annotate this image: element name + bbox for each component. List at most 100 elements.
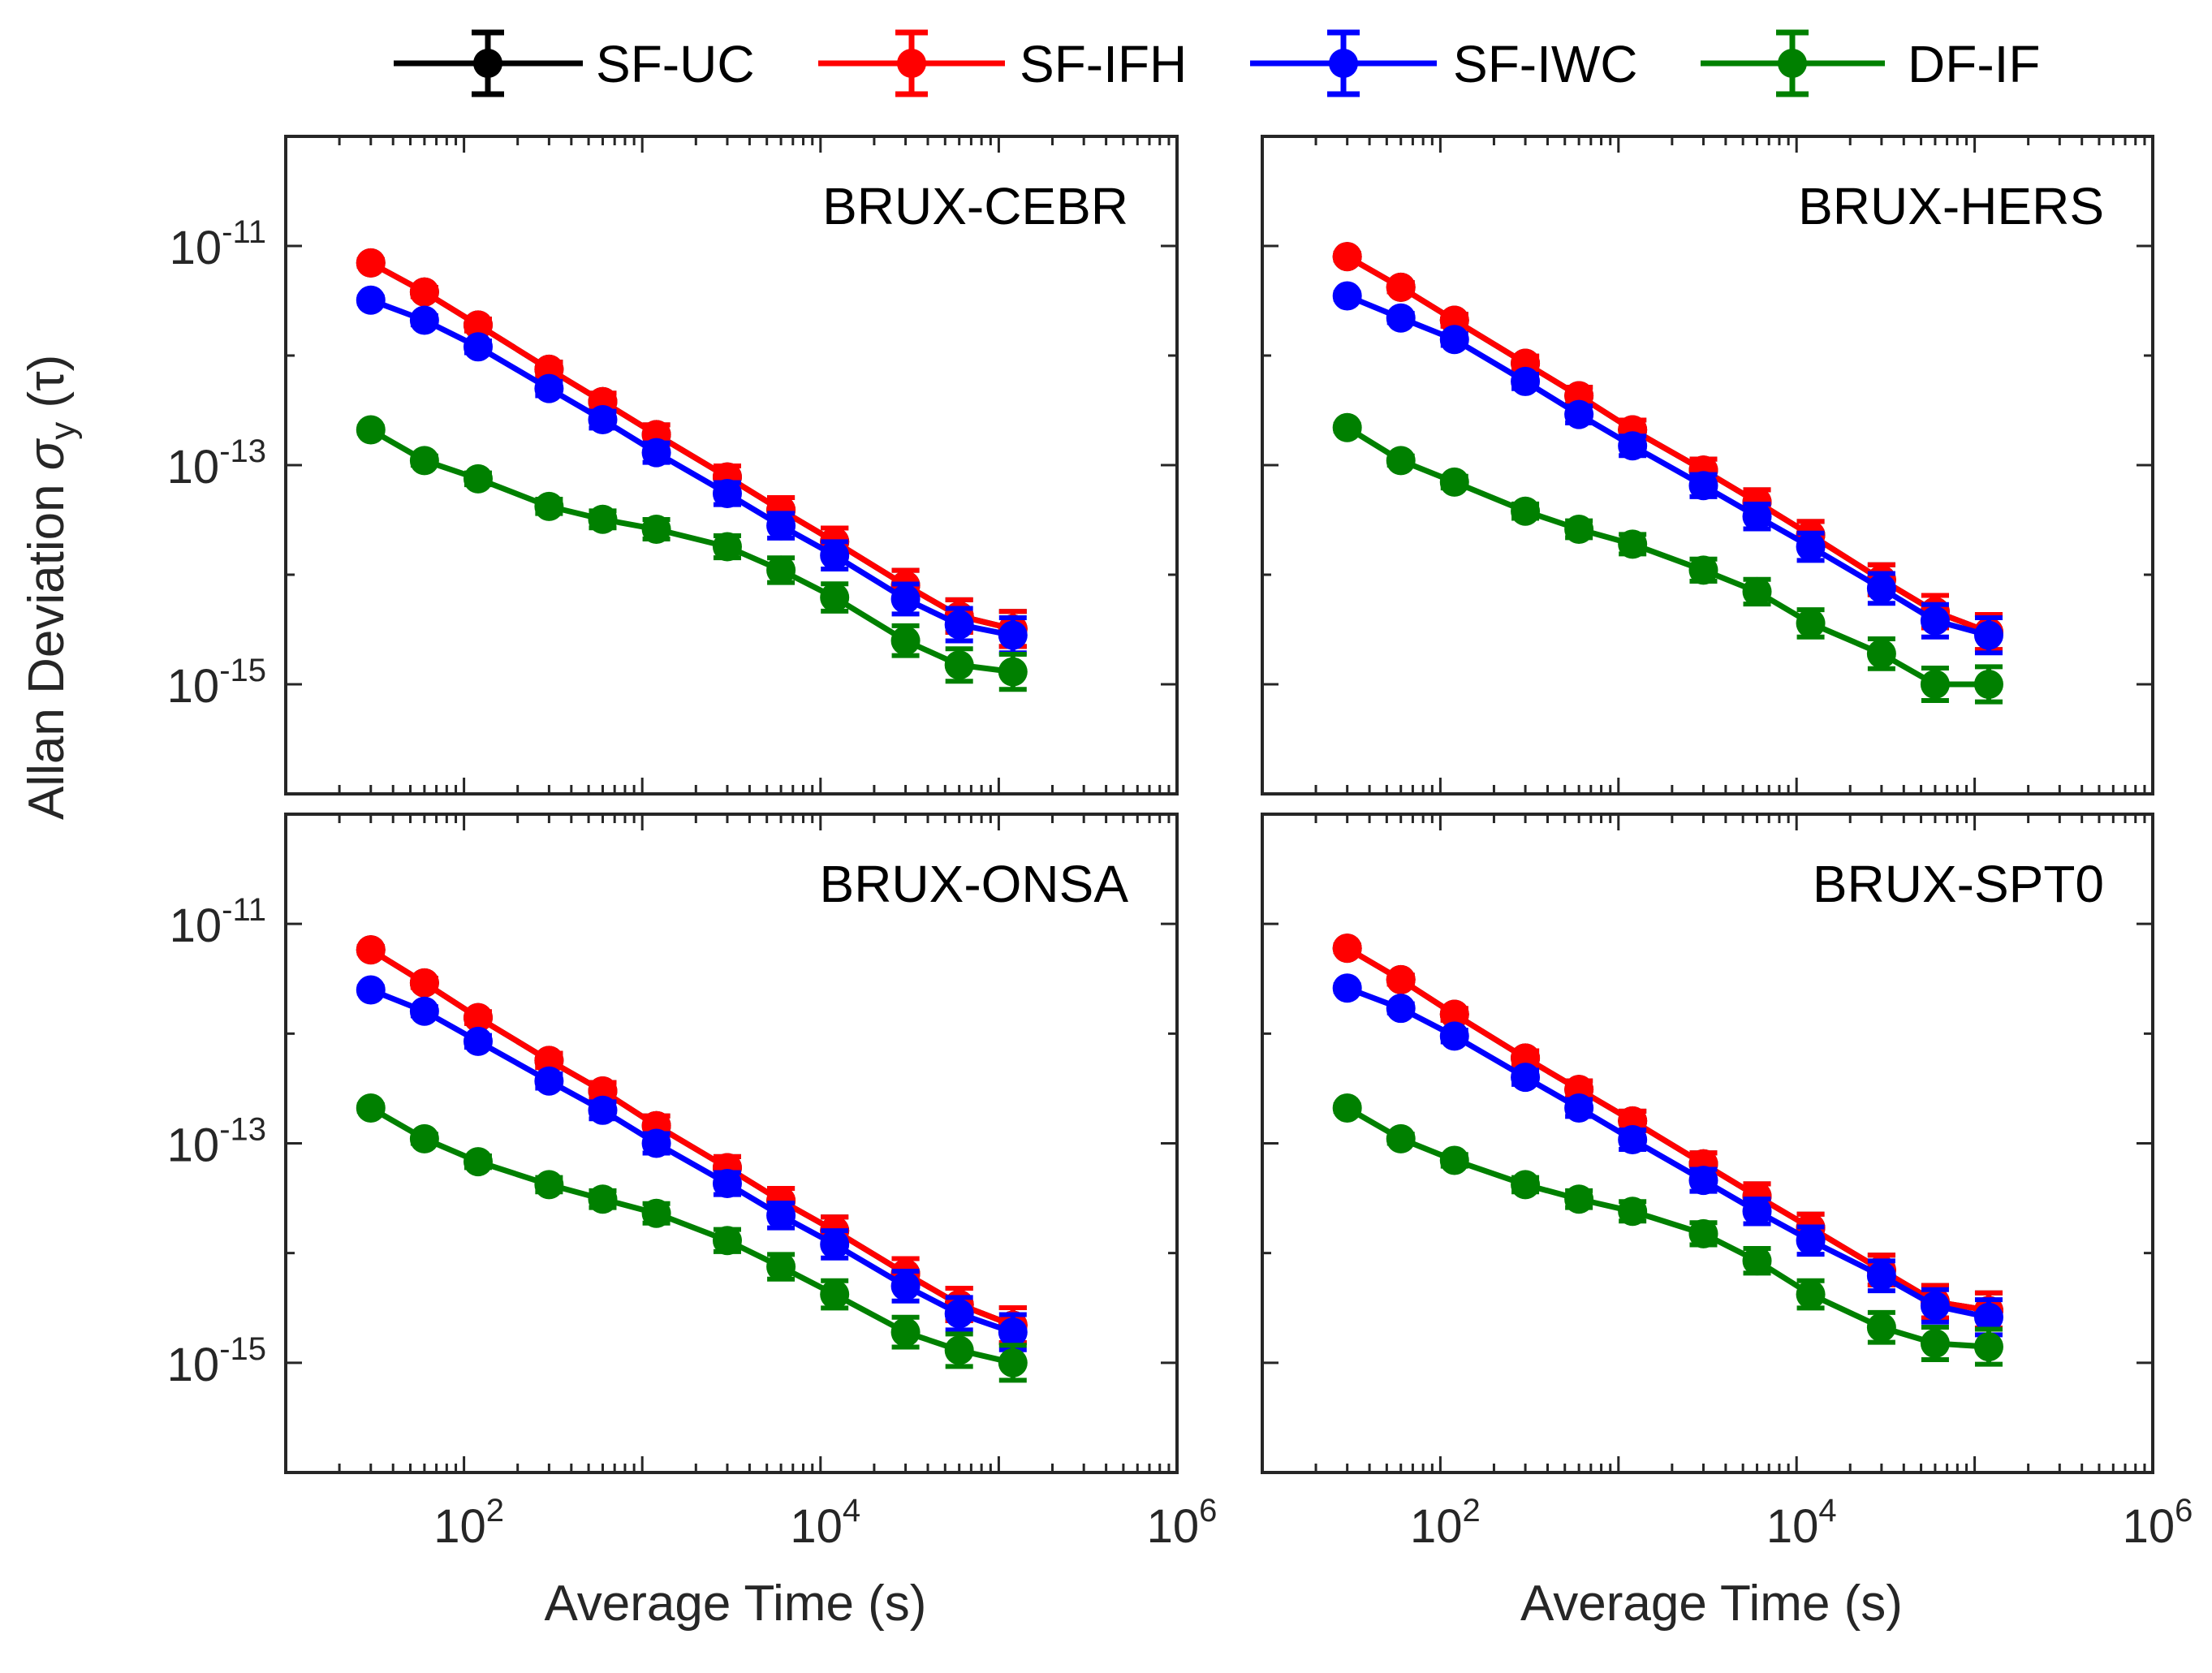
data-point-df-if (944, 1335, 974, 1365)
data-point-df-if (1439, 467, 1469, 497)
data-point-sf-ifh (1332, 934, 1362, 964)
data-point-sf-iwc (409, 305, 439, 335)
data-point-sf-iwc (1439, 1021, 1469, 1051)
data-point-sf-iwc (1386, 303, 1416, 333)
y-axis-title: Allan Deviation σy (τ) (19, 355, 83, 820)
y-tick-label: 10-11 (170, 214, 266, 274)
x-axis-title: Average Time (s) (545, 1576, 927, 1632)
data-point-df-if (890, 1317, 921, 1347)
data-point-sf-iwc (1688, 471, 1718, 501)
data-point-df-if (712, 532, 742, 562)
data-point-sf-iwc (534, 1066, 564, 1096)
legend-label-df-if: DF-IF (1908, 35, 2041, 93)
series-sf-iwc (356, 975, 1028, 1352)
data-point-df-if (1332, 1093, 1362, 1123)
data-point-sf-iwc (1511, 1063, 1541, 1093)
data-point-sf-iwc (588, 404, 618, 434)
data-point-df-if (534, 1170, 564, 1200)
data-point-df-if (641, 1198, 671, 1228)
data-point-df-if (1688, 555, 1718, 585)
data-point-sf-ifh (356, 935, 386, 965)
data-point-sf-iwc (998, 1317, 1028, 1347)
data-point-sf-iwc (998, 620, 1028, 650)
data-point-sf-iwc (1564, 1093, 1594, 1123)
x-tick-label: 106 (2123, 1493, 2193, 1553)
x-tick-label: 104 (1766, 1493, 1837, 1553)
data-point-sf-iwc (1973, 1302, 2003, 1332)
data-point-df-if (820, 1279, 850, 1309)
panel-title: BRUX-SPT0 (1813, 855, 2104, 913)
panel-brux-onsa: 10-11 10-13 10-15 102 104 106 Average Time (s)… (167, 813, 1218, 1632)
data-point-sf-iwc (820, 1229, 850, 1259)
data-point-sf-ifh (356, 248, 386, 278)
data-point-df-if (409, 446, 439, 476)
data-point-df-if (356, 415, 386, 445)
data-point-df-if (1386, 446, 1416, 476)
y-tick-label: 10-15 (167, 653, 266, 713)
panel-title: BRUX-ONSA (820, 855, 1129, 913)
data-point-df-if (998, 1347, 1028, 1378)
data-point-df-if (766, 555, 796, 585)
data-point-df-if (1511, 496, 1541, 526)
data-point-sf-iwc (409, 996, 439, 1026)
legend-label-sf-ifh: SF-IFH (1020, 35, 1187, 93)
data-point-sf-iwc (1920, 1291, 1950, 1321)
data-point-sf-ifh (409, 277, 439, 307)
data-point-df-if (1920, 1329, 1950, 1359)
data-point-sf-iwc (1332, 281, 1362, 311)
data-point-df-if (1742, 576, 1772, 606)
panel-brux-cebr: 10-11 10-13 10-15 BRUX-CEBR (167, 135, 1179, 796)
data-point-sf-iwc (1742, 502, 1772, 532)
data-point-sf-iwc (1439, 325, 1469, 355)
y-tick-label: 10-11 (170, 892, 266, 952)
data-point-sf-ifh (463, 1003, 493, 1033)
series-df-if (356, 415, 1028, 692)
data-point-df-if (766, 1252, 796, 1282)
data-point-sf-iwc (1332, 973, 1362, 1003)
data-point-sf-iwc (588, 1095, 618, 1125)
data-point-sf-ifh (409, 968, 439, 998)
panel-brux-spt0: 102 104 106 Average Time (s) BRUX-SPT0 (1261, 813, 2193, 1632)
x-axis-title: Average Time (s) (1520, 1576, 1903, 1632)
data-point-sf-iwc (463, 332, 493, 362)
data-point-df-if (1866, 639, 1896, 669)
data-point-sf-iwc (1796, 1226, 1826, 1256)
data-point-df-if (1742, 1246, 1772, 1276)
x-tick-label: 106 (1147, 1493, 1218, 1553)
legend: SF-UC SF-IFH SF-IWC DF-IF (394, 29, 2041, 97)
data-point-df-if (890, 626, 921, 656)
data-point-df-if (1439, 1145, 1469, 1175)
data-point-sf-iwc (766, 511, 796, 541)
data-point-sf-ifh (534, 1046, 564, 1076)
x-tick-label: 102 (1410, 1493, 1481, 1553)
data-point-sf-iwc (1618, 431, 1648, 461)
y-tick-label: 10-13 (167, 1112, 266, 1172)
data-point-sf-iwc (356, 285, 386, 315)
data-point-sf-iwc (944, 610, 974, 640)
data-point-df-if (1386, 1123, 1416, 1153)
data-point-sf-ifh (1332, 242, 1362, 272)
legend-item-df-if: DF-IF (1701, 29, 2041, 97)
panel-title: BRUX-HERS (1798, 177, 2104, 235)
series-sf-iwc (356, 285, 1028, 656)
data-point-sf-iwc (463, 1026, 493, 1056)
data-point-sf-iwc (890, 1271, 921, 1301)
panel-brux-hers: BRUX-HERS (1261, 135, 2154, 796)
data-point-df-if (463, 1147, 493, 1177)
data-point-df-if (712, 1226, 742, 1256)
data-point-df-if (1332, 412, 1362, 442)
data-point-df-if (1564, 514, 1594, 544)
legend-item-sf-uc: SF-UC (394, 29, 755, 97)
data-point-sf-iwc (1386, 994, 1416, 1024)
data-point-df-if (1796, 1279, 1826, 1309)
data-point-sf-iwc (766, 1201, 796, 1231)
data-point-df-if (944, 650, 974, 680)
series-sf-iwc (1332, 281, 2003, 656)
series-df-if (1332, 412, 2003, 705)
data-point-df-if (641, 514, 671, 544)
data-point-sf-ifh (1386, 964, 1416, 994)
data-point-sf-iwc (534, 373, 564, 403)
data-point-df-if (1796, 608, 1826, 638)
data-point-df-if (409, 1123, 439, 1153)
